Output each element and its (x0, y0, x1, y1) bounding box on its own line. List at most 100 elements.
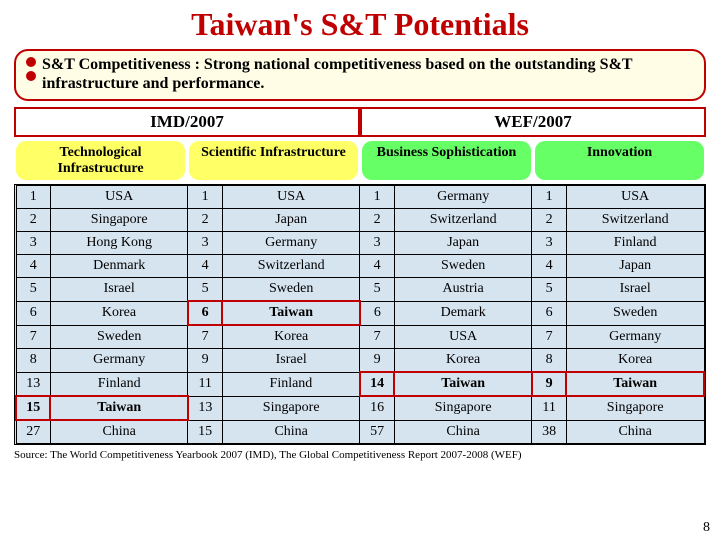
rank-cell: 6 (360, 301, 394, 325)
rank-cell: 3 (16, 232, 50, 255)
rank-cell: 13 (188, 396, 222, 420)
country-cell: Singapore (394, 396, 532, 420)
table-row: 15Taiwan13Singapore16Singapore11Singapor… (16, 396, 704, 420)
table-row: 4Denmark4Switzerland4Sweden4Japan (16, 255, 704, 278)
ranking-table-wrap: 1USA1USA1Germany1USA2Singapore2Japan2Swi… (14, 184, 706, 445)
country-cell: Singapore (50, 209, 188, 232)
rank-cell: 7 (188, 325, 222, 349)
rank-cell: 11 (532, 396, 566, 420)
rank-cell: 14 (360, 372, 394, 396)
country-cell: Singapore (222, 396, 360, 420)
rank-cell: 8 (532, 349, 566, 373)
rank-cell: 15 (188, 420, 222, 444)
country-cell: Japan (222, 209, 360, 232)
rank-cell: 57 (360, 420, 394, 444)
rank-cell: 27 (16, 420, 50, 444)
rank-cell: 4 (360, 255, 394, 278)
table-row: 1USA1USA1Germany1USA (16, 186, 704, 209)
country-cell: Sweden (222, 278, 360, 302)
country-cell: Korea (50, 301, 188, 325)
country-cell: Taiwan (394, 372, 532, 396)
country-cell: Finland (50, 372, 188, 396)
subtitle-box: S&T Competitiveness : Strong national co… (14, 49, 706, 101)
country-cell: USA (222, 186, 360, 209)
country-cell: Hong Kong (50, 232, 188, 255)
country-cell: Japan (566, 255, 704, 278)
rank-cell: 9 (360, 349, 394, 373)
country-cell: Austria (394, 278, 532, 302)
table-row: 6Korea6Taiwan6Demark6Sweden (16, 301, 704, 325)
country-cell: USA (50, 186, 188, 209)
country-cell: Germany (394, 186, 532, 209)
rank-cell: 15 (16, 396, 50, 420)
rank-cell: 16 (360, 396, 394, 420)
rank-cell: 4 (188, 255, 222, 278)
country-cell: Israel (50, 278, 188, 302)
rank-cell: 11 (188, 372, 222, 396)
rank-cell: 7 (16, 325, 50, 349)
country-cell: Finland (222, 372, 360, 396)
slide-title: Taiwan's S&T Potentials (0, 0, 720, 47)
bullet-icons (26, 57, 36, 85)
country-cell: China (50, 420, 188, 444)
table-row: 3Hong Kong3Germany3Japan3Finland (16, 232, 704, 255)
col-header-2: Business Sophistication (362, 141, 531, 180)
rank-cell: 7 (360, 325, 394, 349)
rank-cell: 5 (360, 278, 394, 302)
country-cell: Switzerland (394, 209, 532, 232)
country-cell: China (222, 420, 360, 444)
country-cell: Sweden (50, 325, 188, 349)
rank-cell: 8 (16, 349, 50, 373)
country-cell: Sweden (566, 301, 704, 325)
rank-cell: 9 (532, 372, 566, 396)
country-cell: Finland (566, 232, 704, 255)
column-headers: Technological Infrastructure Scientific … (14, 139, 706, 182)
rank-cell: 5 (16, 278, 50, 302)
section-right: WEF/2007 (360, 107, 706, 137)
country-cell: Israel (566, 278, 704, 302)
source-citation: Source: The World Competitiveness Yearbo… (14, 449, 706, 461)
rank-cell: 5 (532, 278, 566, 302)
rank-cell: 1 (188, 186, 222, 209)
country-cell: Demark (394, 301, 532, 325)
rank-cell: 1 (360, 186, 394, 209)
subtitle-text: S&T Competitiveness : Strong national co… (42, 55, 694, 93)
rank-cell: 9 (188, 349, 222, 373)
rank-cell: 3 (188, 232, 222, 255)
rank-cell: 2 (188, 209, 222, 232)
country-cell: Israel (222, 349, 360, 373)
country-cell: Singapore (566, 396, 704, 420)
section-left: IMD/2007 (14, 107, 360, 137)
country-cell: Taiwan (222, 301, 360, 325)
rank-cell: 5 (188, 278, 222, 302)
table-row: 7Sweden7Korea7USA7Germany (16, 325, 704, 349)
country-cell: USA (566, 186, 704, 209)
country-cell: China (394, 420, 532, 444)
bullet-icon (26, 71, 36, 81)
rank-cell: 4 (16, 255, 50, 278)
rank-cell: 3 (360, 232, 394, 255)
col-header-0: Technological Infrastructure (16, 141, 185, 180)
table-row: 2Singapore2Japan2Switzerland2Switzerland (16, 209, 704, 232)
rank-cell: 13 (16, 372, 50, 396)
rank-cell: 6 (188, 301, 222, 325)
table-row: 13Finland11Finland14Taiwan9Taiwan (16, 372, 704, 396)
country-cell: Sweden (394, 255, 532, 278)
rank-cell: 1 (16, 186, 50, 209)
country-cell: Korea (394, 349, 532, 373)
bullet-icon (26, 57, 36, 67)
page-number: 8 (703, 520, 710, 536)
country-cell: Taiwan (50, 396, 188, 420)
rank-cell: 1 (532, 186, 566, 209)
rank-cell: 7 (532, 325, 566, 349)
country-cell: Switzerland (566, 209, 704, 232)
table-row: 27China15China57China38China (16, 420, 704, 444)
rank-cell: 3 (532, 232, 566, 255)
ranking-table: 1USA1USA1Germany1USA2Singapore2Japan2Swi… (15, 185, 705, 444)
col-header-1: Scientific Infrastructure (189, 141, 358, 180)
country-cell: Germany (566, 325, 704, 349)
rank-cell: 4 (532, 255, 566, 278)
country-cell: Taiwan (566, 372, 704, 396)
country-cell: Japan (394, 232, 532, 255)
rank-cell: 38 (532, 420, 566, 444)
